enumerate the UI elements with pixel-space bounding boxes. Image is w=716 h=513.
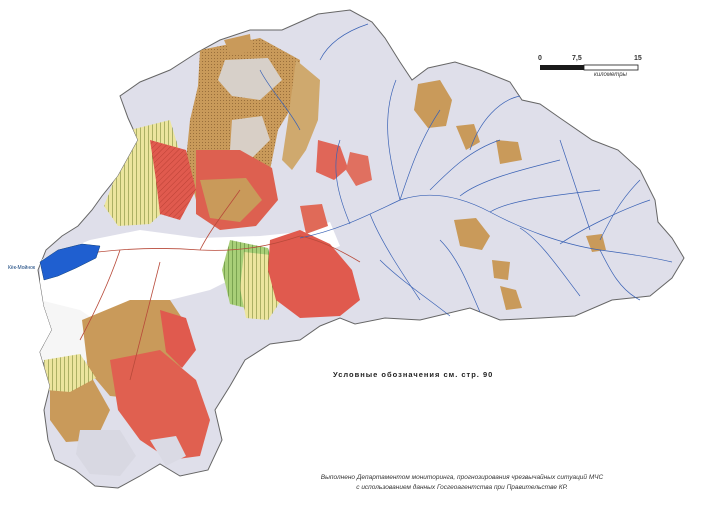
hazard-ochre-east-8 bbox=[224, 34, 252, 54]
scale-tick-max: 15 bbox=[634, 55, 642, 62]
hazard-brown-southwest bbox=[50, 378, 110, 442]
hazard-grey-south bbox=[76, 430, 136, 476]
hazard-zones bbox=[40, 34, 606, 476]
hazard-brown-north-2 bbox=[282, 60, 320, 170]
credit-line-1: Выполнено Департаментом мониторинга, про… bbox=[320, 474, 604, 481]
hazard-ochre-east-3 bbox=[496, 140, 522, 164]
lake-label: Кёк-Мойнок bbox=[8, 264, 36, 271]
hazard-red-north-east-2 bbox=[346, 152, 372, 186]
hazard-yellow-southwest bbox=[44, 354, 96, 392]
credit-line-2: с использованием данных Госгеоагентства … bbox=[356, 484, 568, 491]
hazard-brown-central bbox=[200, 178, 262, 222]
scale-unit: километры bbox=[594, 72, 627, 78]
hazard-ochre-east-2 bbox=[456, 124, 480, 150]
lake-water bbox=[39, 243, 101, 281]
hazard-red-north-east bbox=[316, 140, 348, 180]
hazard-grey-south-2 bbox=[150, 436, 186, 466]
hazard-ochre-east-6 bbox=[500, 286, 522, 310]
hazard-grey-north-2 bbox=[230, 116, 270, 160]
hazard-ochre-east-1 bbox=[414, 80, 452, 128]
hazard-grey-north bbox=[218, 58, 282, 100]
hazard-red-east-central bbox=[268, 230, 360, 318]
scale-bar-graphic bbox=[540, 64, 639, 71]
hazard-ochre-east-5 bbox=[492, 260, 510, 280]
hazard-red-south-2 bbox=[160, 310, 196, 368]
river-network bbox=[259, 23, 673, 317]
scale-tick-0: 0 bbox=[538, 55, 542, 62]
scale-tick-mid: 7,5 bbox=[572, 55, 582, 62]
legend-reference: Условные обозначения см. стр. 90 bbox=[333, 370, 494, 379]
hazard-red-northwest bbox=[150, 140, 196, 220]
hazard-ochre-east-4 bbox=[454, 218, 490, 250]
hazard-red-upper bbox=[300, 204, 328, 234]
hazard-red-south bbox=[110, 350, 210, 460]
